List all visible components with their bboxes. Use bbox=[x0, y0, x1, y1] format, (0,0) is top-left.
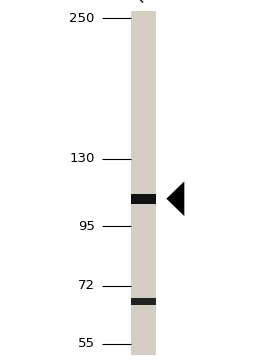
Text: 250: 250 bbox=[69, 12, 95, 25]
Bar bbox=[131, 11, 156, 355]
Bar bbox=[131, 298, 156, 305]
Text: 130: 130 bbox=[69, 152, 95, 165]
Text: Ramos: Ramos bbox=[133, 0, 178, 5]
Bar bbox=[131, 194, 156, 204]
Text: 95: 95 bbox=[78, 220, 95, 233]
Polygon shape bbox=[166, 181, 184, 216]
Text: 72: 72 bbox=[78, 279, 95, 292]
Text: 55: 55 bbox=[78, 337, 95, 350]
